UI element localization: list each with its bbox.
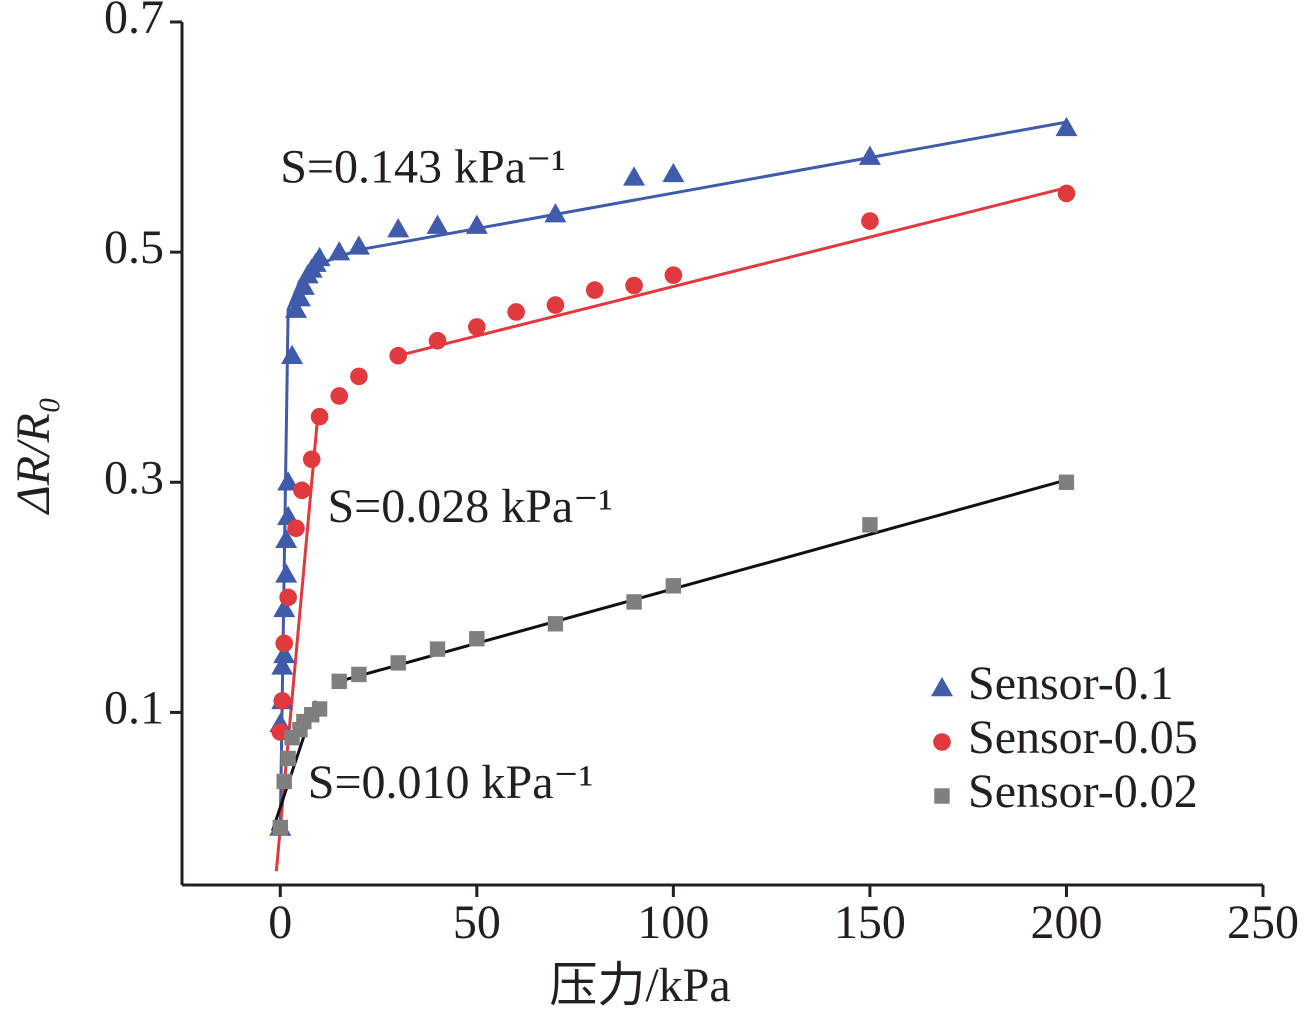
x-tick-label: 0: [268, 896, 292, 949]
legend-label: Sensor-0.02: [968, 765, 1198, 818]
marker-triangle: [623, 166, 646, 186]
marker-circle: [585, 281, 604, 299]
marker-square: [351, 666, 367, 683]
marker-triangle: [347, 235, 370, 255]
y-axis-label: ΔR/R₀: [7, 397, 60, 516]
marker-square: [469, 631, 485, 647]
marker-square: [311, 701, 328, 717]
marker-triangle: [292, 275, 315, 295]
x-tick-label: 250: [1227, 896, 1299, 949]
x-axis-label: 压力/kPa: [549, 959, 730, 1012]
marker-triangle: [308, 246, 331, 267]
marker-circle: [350, 367, 368, 386]
marker-triangle: [273, 597, 296, 618]
marker-circle: [468, 318, 486, 336]
marker-circle: [275, 634, 294, 653]
marker-circle: [389, 346, 408, 365]
legend-label: Sensor-0.05: [968, 711, 1198, 764]
fit-line: [397, 186, 1067, 358]
marker-circle: [625, 276, 643, 295]
marker-triangle: [288, 287, 311, 307]
marker-triangle: [275, 563, 298, 583]
marker-square: [272, 819, 288, 836]
marker-triangle: [284, 298, 307, 318]
marker-square: [626, 594, 642, 610]
marker-square: [276, 773, 292, 790]
marker-square: [429, 641, 446, 657]
annotation: S=0.143 kPa⁻¹: [280, 141, 565, 194]
marker-circle: [279, 588, 297, 607]
marker-circle: [310, 407, 329, 426]
marker-triangle: [426, 214, 449, 234]
marker-square: [547, 616, 564, 632]
marker-square: [280, 750, 296, 767]
y-tick-label: 0.1: [104, 681, 164, 734]
marker-square: [665, 578, 682, 594]
marker-circle: [933, 733, 951, 751]
marker-triangle: [858, 145, 881, 165]
marker-circle: [330, 387, 349, 405]
marker-circle: [302, 450, 321, 469]
marker-square: [390, 655, 406, 671]
marker-triangle: [275, 528, 298, 549]
fit-line: [338, 478, 1067, 683]
marker-square: [1058, 474, 1075, 490]
y-tick-label: 0.7: [104, 0, 164, 44]
marker-circle: [546, 296, 565, 314]
marker-triangle: [271, 655, 294, 675]
x-tick-label: 50: [453, 896, 501, 949]
marker-triangle: [281, 344, 304, 364]
marker-circle: [861, 212, 879, 230]
marker-circle: [428, 331, 447, 350]
marker-triangle: [662, 162, 685, 183]
marker-circle: [507, 303, 525, 321]
marker-triangle: [465, 214, 488, 234]
x-tick-label: 150: [834, 896, 906, 949]
annotation: S=0.028 kPa⁻¹: [327, 480, 612, 533]
y-tick-label: 0.5: [104, 221, 164, 274]
x-tick-label: 200: [1030, 896, 1102, 949]
marker-square: [934, 788, 950, 804]
legend-label: Sensor-0.1: [968, 657, 1174, 710]
marker-triangle: [277, 471, 300, 491]
marker-square: [862, 517, 878, 533]
marker-square: [331, 673, 347, 690]
y-tick-label: 0.3: [104, 451, 164, 504]
marker-triangle: [328, 241, 351, 261]
marker-triangle: [931, 677, 953, 697]
marker-triangle: [273, 643, 296, 664]
marker-circle: [664, 266, 683, 284]
marker-triangle: [387, 218, 410, 238]
annotation: S=0.010 kPa⁻¹: [308, 756, 593, 809]
x-tick-label: 100: [637, 896, 709, 949]
marker-circle: [1057, 184, 1076, 203]
marker-circle: [287, 519, 305, 538]
marker-circle: [273, 692, 292, 710]
marker-circle: [293, 481, 311, 500]
marker-triangle: [1055, 116, 1078, 137]
marker-triangle: [544, 203, 567, 223]
